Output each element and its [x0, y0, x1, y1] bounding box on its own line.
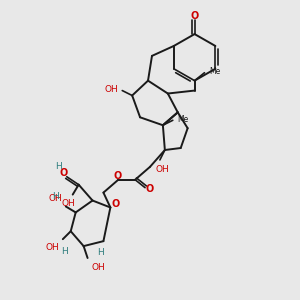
Text: Me: Me [178, 115, 189, 124]
Text: OH: OH [62, 199, 76, 208]
Text: Me: Me [209, 67, 221, 76]
Text: O: O [113, 171, 122, 181]
Text: OH: OH [48, 194, 62, 202]
Text: O: O [60, 168, 68, 178]
Text: OH: OH [92, 263, 105, 272]
Text: OH: OH [155, 165, 169, 174]
Text: H: H [56, 162, 62, 171]
Text: H: H [98, 248, 104, 256]
Text: H: H [52, 192, 59, 201]
Text: O: O [111, 200, 119, 209]
Text: O: O [190, 11, 199, 21]
Text: OH: OH [104, 85, 118, 94]
Text: OH: OH [45, 243, 59, 252]
Text: H: H [61, 247, 68, 256]
Text: O: O [146, 184, 154, 194]
